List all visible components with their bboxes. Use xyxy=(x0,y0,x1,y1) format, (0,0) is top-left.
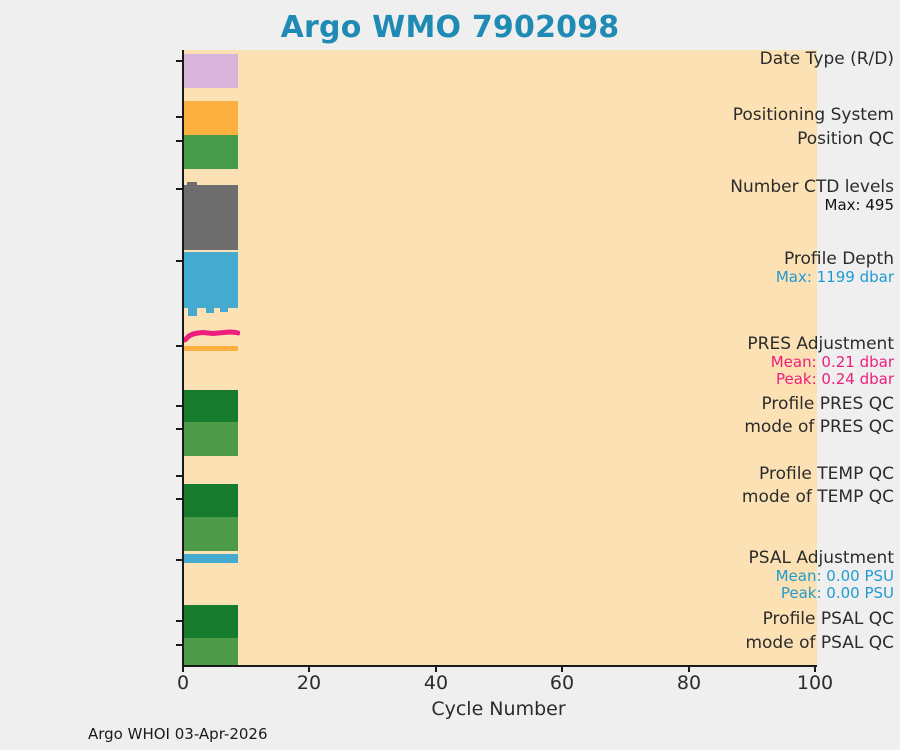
ylabel-mode-of-psal-qc-text: mode of PSAL QC xyxy=(745,633,894,653)
ylabel-psal-adjustment-peak: Peak: 0.00 PSU xyxy=(780,583,894,602)
xtick-100 xyxy=(814,665,816,672)
bar-profile-depth-step-3 xyxy=(220,308,228,312)
xtick-80 xyxy=(688,665,690,672)
ylabel-psal-adjustment: PSAL Adjustment Mean: 0.00 PSU Peak: 0.0… xyxy=(722,548,900,602)
ylabel-psal-adjustment-text: PSAL Adjustment xyxy=(748,548,894,568)
bar-position-qc xyxy=(184,135,238,169)
xaxis-title: Cycle Number xyxy=(431,698,566,720)
xticklabel-80: 80 xyxy=(676,672,702,694)
ylabel-pres-adjustment: PRES Adjustment Mean: 0.21 dbar Peak: 0.… xyxy=(722,334,900,388)
ylabel-positioning-system-text: Positioning System xyxy=(732,105,894,125)
ylabel-profile-depth-text: Profile Depth xyxy=(783,249,894,269)
ylabel-number-ctd-levels-text: Number CTD levels xyxy=(730,177,894,197)
ylabel-mode-of-psal-qc: mode of PSAL QC xyxy=(722,633,900,653)
ylabel-mode-of-pres-qc: mode of PRES QC xyxy=(722,417,900,437)
bar-number-ctd-levels-notch xyxy=(187,182,197,188)
ylabel-pres-adjustment-text: PRES Adjustment xyxy=(747,334,894,354)
ytick-mode-psal-qc xyxy=(176,644,182,646)
ylabel-mode-of-temp-qc-text: mode of TEMP QC xyxy=(741,487,894,507)
ytick-mode-pres-qc xyxy=(176,428,182,430)
bar-profile-psal-qc xyxy=(184,605,238,638)
plot-inner xyxy=(184,50,817,665)
xtick-20 xyxy=(308,665,310,672)
ytick-ctd-levels xyxy=(176,188,182,190)
bar-profile-depth-step-2 xyxy=(206,308,214,313)
ylabel-profile-pres-qc: Profile PRES QC xyxy=(722,394,900,414)
xticklabel-100: 100 xyxy=(796,672,834,694)
ylabel-profile-pres-qc-text: Profile PRES QC xyxy=(761,394,894,414)
ylabel-profile-psal-qc: Profile PSAL QC xyxy=(722,609,900,629)
ytick-positioning xyxy=(176,116,182,118)
ylabel-mode-of-temp-qc: mode of TEMP QC xyxy=(722,487,900,507)
xtick-60 xyxy=(561,665,563,672)
ylabel-profile-temp-qc-text: Profile TEMP QC xyxy=(759,464,894,484)
bar-profile-pres-qc xyxy=(184,390,238,422)
pres-adjustment-trace xyxy=(184,329,240,343)
ylabel-mode-of-pres-qc-text: mode of PRES QC xyxy=(744,417,894,437)
ytick-pres-adjustment xyxy=(176,345,182,347)
ylabel-profile-depth: Profile Depth Max: 1199 dbar xyxy=(722,249,900,287)
ytick-profile-temp-qc xyxy=(176,475,182,477)
bar-profile-temp-qc xyxy=(184,484,238,517)
ylabel-date-type: Date Type (R/D) xyxy=(722,49,900,69)
ylabel-number-ctd-levels: Number CTD levels Max: 495 xyxy=(722,177,900,215)
bar-pres-adjustment-baseline xyxy=(184,346,238,351)
ylabel-profile-depth-max: Max: 1199 dbar xyxy=(775,268,894,287)
ylabel-profile-psal-qc-text: Profile PSAL QC xyxy=(762,609,894,629)
ytick-profile-psal-qc xyxy=(176,620,182,622)
plot-area xyxy=(182,50,817,667)
xticklabel-0: 0 xyxy=(176,672,190,694)
ytick-mode-temp-qc xyxy=(176,498,182,500)
ylabel-positioning-system: Positioning System xyxy=(722,105,900,125)
ytick-profile-pres-qc xyxy=(176,405,182,407)
xticklabel-20: 20 xyxy=(296,672,322,694)
ytick-psal-adjustment xyxy=(176,559,182,561)
ylabel-pres-adjustment-mean: Mean: 0.21 dbar xyxy=(770,353,894,372)
bar-mode-of-psal-qc xyxy=(184,638,238,665)
ytick-profile-depth xyxy=(176,260,182,262)
bar-date-type xyxy=(184,54,238,88)
ylabel-date-type-text: Date Type (R/D) xyxy=(759,49,894,69)
bar-mode-of-pres-qc xyxy=(184,422,238,456)
ytick-date-type xyxy=(176,60,182,62)
ylabel-number-ctd-levels-max: Max: 495 xyxy=(824,196,894,215)
ylabel-psal-adjustment-mean: Mean: 0.00 PSU xyxy=(775,567,894,586)
bar-mode-of-temp-qc xyxy=(184,517,238,551)
footer-credit: Argo WHOI 03-Apr-2026 xyxy=(88,725,268,743)
bar-number-ctd-levels xyxy=(184,185,238,250)
page-title: Argo WMO 7902098 xyxy=(280,10,620,45)
ytick-position-qc xyxy=(176,140,182,142)
bar-psal-adjustment-line xyxy=(184,554,238,563)
xticklabel-60: 60 xyxy=(549,672,575,694)
xticklabel-40: 40 xyxy=(423,672,449,694)
bar-profile-depth-step-1 xyxy=(188,308,197,316)
ylabel-pres-adjustment-peak: Peak: 0.24 dbar xyxy=(775,369,894,388)
ylabel-position-qc: Position QC xyxy=(722,129,900,149)
bar-positioning-system xyxy=(184,101,238,135)
ylabel-profile-temp-qc: Profile TEMP QC xyxy=(722,464,900,484)
xtick-40 xyxy=(435,665,437,672)
xtick-0 xyxy=(182,665,184,672)
bar-profile-depth xyxy=(184,252,238,308)
ylabel-position-qc-text: Position QC xyxy=(797,129,894,149)
